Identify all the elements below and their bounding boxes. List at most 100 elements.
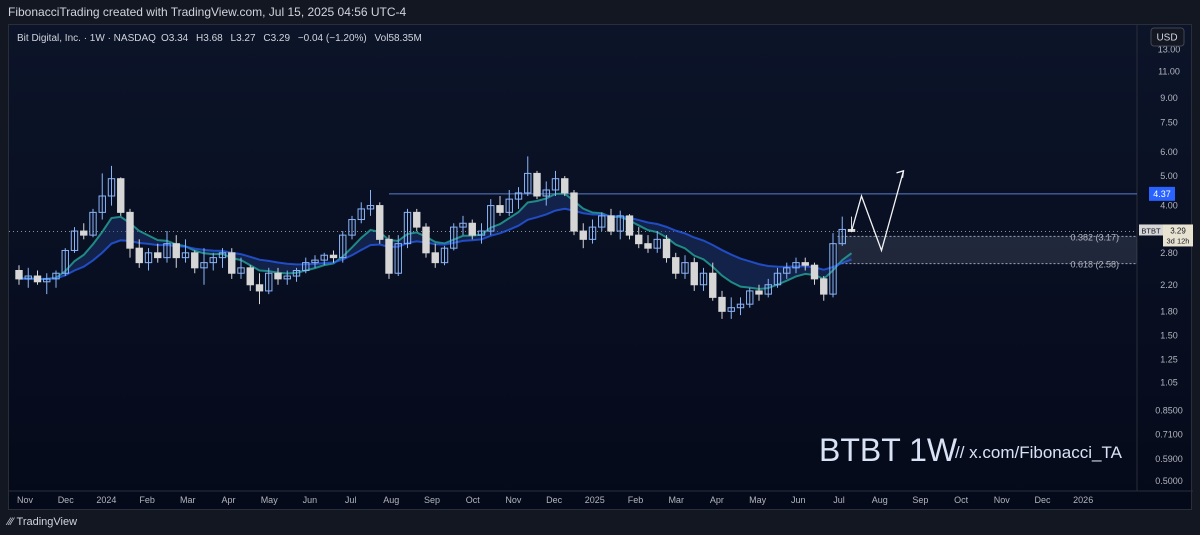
time-tick-10: Sep bbox=[424, 495, 440, 505]
time-tick-15: Feb bbox=[628, 495, 644, 505]
candle-body-19 bbox=[191, 252, 199, 269]
candle-body-78 bbox=[736, 303, 745, 309]
candle-body-77 bbox=[727, 307, 735, 312]
attribution-bar: FibonacciTrading created with TradingVie… bbox=[0, 0, 1200, 24]
price-tag-symbol-bg bbox=[1139, 224, 1163, 236]
candle-body-9 bbox=[98, 195, 106, 213]
time-tick-4: Mar bbox=[180, 495, 196, 505]
time-tick-26: 2026 bbox=[1073, 495, 1093, 505]
candle-body-18 bbox=[181, 252, 190, 259]
candle-body-41 bbox=[394, 243, 402, 274]
candle-body-27 bbox=[265, 272, 273, 292]
price-tick-6: 4.00 bbox=[1160, 201, 1178, 211]
candle-body-7 bbox=[80, 230, 88, 236]
watermark-handle: // x.com/Fibonacci_TA bbox=[955, 443, 1123, 462]
time-tick-19: Jun bbox=[791, 495, 806, 505]
candle-body-32 bbox=[311, 259, 319, 264]
candle-body-60 bbox=[570, 192, 578, 232]
candle-body-73 bbox=[690, 262, 698, 286]
candle-body-5 bbox=[61, 249, 69, 274]
footer-bar: ⁄⁄⁄ TradingView bbox=[0, 510, 1200, 535]
time-tick-20: Jul bbox=[833, 495, 845, 505]
candle-body-67 bbox=[635, 234, 643, 245]
legend-vol-label: Vol bbox=[375, 33, 389, 44]
legend-open-label: O bbox=[161, 33, 169, 44]
time-tick-13: Dec bbox=[546, 495, 563, 505]
price-tick-4: 6.00 bbox=[1160, 147, 1178, 157]
candle-body-81 bbox=[764, 284, 772, 295]
candle-body-1 bbox=[24, 275, 32, 280]
candle-body-23 bbox=[228, 252, 236, 274]
time-tick-24: Nov bbox=[994, 495, 1011, 505]
tradingview-logo[interactable]: ⁄⁄⁄ TradingView bbox=[8, 516, 77, 528]
candle-body-64 bbox=[607, 215, 615, 232]
candle-body-43 bbox=[413, 211, 421, 228]
candle-body-30 bbox=[292, 270, 301, 277]
legend-low-label: L bbox=[231, 33, 237, 44]
price-chart[interactable]: 0.382 (3.17) 0.618 (2.58) 13.00 11.00 9.00 7… bbox=[9, 25, 1193, 511]
candle-body-54 bbox=[514, 192, 523, 200]
candle-body-74 bbox=[699, 272, 708, 286]
price-tick-8: 2.20 bbox=[1160, 280, 1178, 290]
candles bbox=[15, 156, 856, 319]
time-tick-11: Oct bbox=[466, 495, 481, 505]
candle-body-12 bbox=[126, 211, 134, 249]
price-tick-9: 1.80 bbox=[1160, 306, 1178, 316]
price-tick-15: 0.5900 bbox=[1155, 454, 1183, 464]
candle-body-70 bbox=[662, 238, 671, 259]
candle-body-31 bbox=[302, 262, 310, 272]
candle-body-13 bbox=[135, 247, 143, 264]
candle-body-88 bbox=[829, 243, 837, 295]
price-tick-0: 13.00 bbox=[1158, 44, 1181, 54]
candle-body-76 bbox=[718, 296, 726, 312]
candle-body-45 bbox=[431, 252, 439, 264]
candle-body-65 bbox=[616, 215, 624, 232]
time-tick-5: Apr bbox=[221, 495, 235, 505]
projection-path bbox=[850, 170, 905, 253]
legend-low: 3.27 bbox=[236, 33, 256, 44]
candle-body-68 bbox=[644, 243, 652, 249]
candle-body-56 bbox=[533, 172, 541, 197]
candle-body-89 bbox=[838, 228, 846, 245]
legend-change: −0.04 (−1.20%) bbox=[298, 33, 367, 44]
attribution-text: FibonacciTrading created with TradingVie… bbox=[8, 5, 407, 19]
price-tag-resistance-bg bbox=[1149, 186, 1175, 201]
currency-label: USD bbox=[1156, 33, 1177, 44]
candle-body-85 bbox=[801, 262, 809, 266]
candle-body-40 bbox=[385, 238, 393, 274]
tradingview-mark-icon: ⁄⁄⁄ bbox=[8, 516, 14, 528]
projection-arrowhead bbox=[896, 169, 905, 178]
price-axis: 13.00 11.00 9.00 7.50 6.00 5.00 4.00 2.80 2.20 1.… bbox=[1139, 44, 1193, 486]
candle-body-61 bbox=[579, 230, 587, 240]
candle-body-75 bbox=[709, 272, 717, 298]
time-tick-0: Nov bbox=[17, 495, 34, 505]
candle-body-28 bbox=[274, 272, 282, 280]
candle-body-42 bbox=[403, 211, 412, 245]
time-tick-16: Mar bbox=[668, 495, 684, 505]
price-tag-countdown: 3d 12h bbox=[1167, 236, 1190, 245]
candle-body-44 bbox=[422, 226, 430, 254]
time-tick-12: Nov bbox=[505, 495, 522, 505]
candle-body-33 bbox=[320, 254, 328, 261]
candle-body-10 bbox=[107, 178, 116, 197]
candle-body-6 bbox=[70, 230, 79, 251]
candle-body-84 bbox=[792, 262, 800, 269]
price-tick-2: 9.00 bbox=[1160, 93, 1178, 103]
candle-body-86 bbox=[810, 264, 819, 280]
candle-body-11 bbox=[117, 178, 125, 213]
candle-body-58 bbox=[551, 178, 560, 191]
candle-body-53 bbox=[505, 198, 513, 213]
currency-button[interactable]: USD bbox=[1150, 27, 1185, 47]
price-tick-10: 1.50 bbox=[1160, 330, 1178, 340]
chart-panel[interactable]: 0.382 (3.17) 0.618 (2.58) 13.00 11.00 9.00 7… bbox=[8, 24, 1193, 511]
candle-body-57 bbox=[542, 189, 550, 197]
time-tick-17: Apr bbox=[710, 495, 724, 505]
time-tick-2: 2024 bbox=[96, 495, 116, 505]
candle-body-20 bbox=[200, 262, 208, 269]
price-tag-current-bg bbox=[1163, 224, 1193, 247]
fib-label-1: 0.618 (2.58) bbox=[1070, 260, 1119, 270]
candle-body-35 bbox=[339, 234, 347, 259]
candle-body-36 bbox=[348, 219, 356, 236]
price-tick-3: 7.50 bbox=[1160, 117, 1178, 127]
price-tick-13: 0.8500 bbox=[1155, 406, 1183, 416]
